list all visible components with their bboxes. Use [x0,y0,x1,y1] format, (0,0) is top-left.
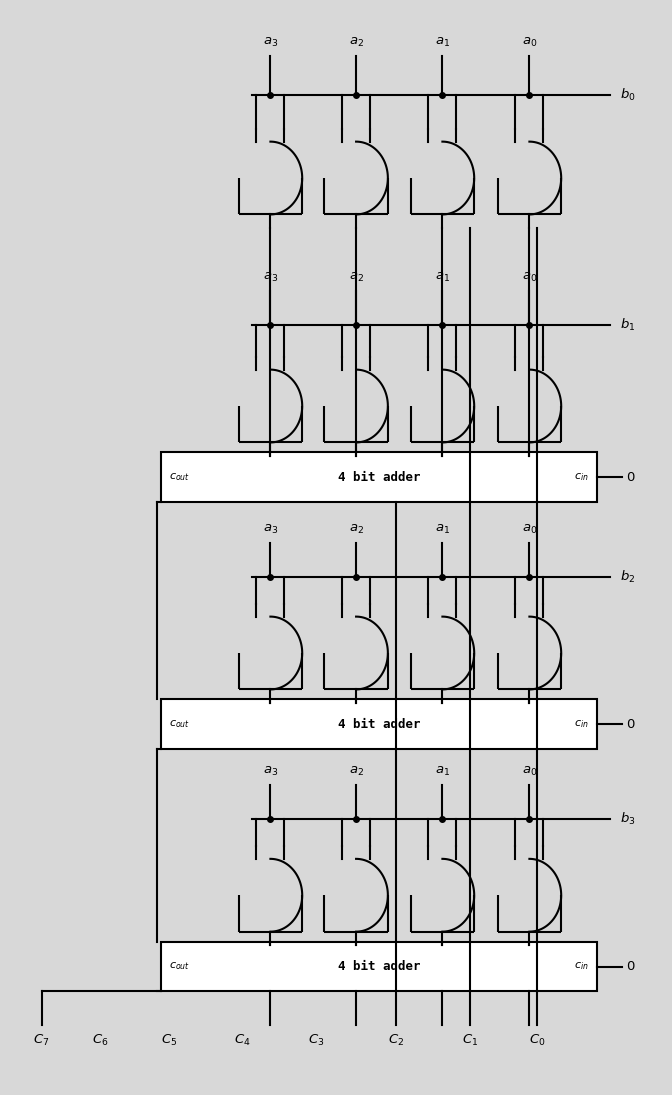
Text: $b_3$: $b_3$ [620,811,636,828]
Text: 4 bit adder: 4 bit adder [337,717,420,730]
Text: $a_0$: $a_0$ [521,522,537,535]
Bar [161,452,597,503]
Text: $a_3$: $a_3$ [263,35,278,48]
Text: $b_1$: $b_1$ [620,318,636,333]
Bar [161,942,597,991]
Text: $a_0$: $a_0$ [521,35,537,48]
Text: $a_1$: $a_1$ [435,272,450,285]
Text: $c_{in}$: $c_{in}$ [575,718,589,730]
Text: $a_1$: $a_1$ [435,765,450,779]
Text: $a_2$: $a_2$ [349,522,364,535]
Text: $c_{in}$: $c_{in}$ [575,471,589,483]
Text: $b_2$: $b_2$ [620,569,636,585]
Text: $a_0$: $a_0$ [521,765,537,779]
Text: $b_0$: $b_0$ [620,88,636,103]
Text: $c_{out}$: $c_{out}$ [169,471,190,483]
Text: $a_2$: $a_2$ [349,35,364,48]
Text: $a_3$: $a_3$ [263,765,278,779]
Text: $C_6$: $C_6$ [92,1033,109,1048]
Text: $C_2$: $C_2$ [388,1033,405,1048]
Bar [161,700,597,749]
Text: 0: 0 [626,717,634,730]
Text: $a_0$: $a_0$ [521,272,537,285]
Text: $a_3$: $a_3$ [263,272,278,285]
Text: $a_2$: $a_2$ [349,272,364,285]
Text: $C_5$: $C_5$ [161,1033,177,1048]
Text: $a_1$: $a_1$ [435,35,450,48]
Text: 4 bit adder: 4 bit adder [337,960,420,973]
Text: $a_3$: $a_3$ [263,522,278,535]
Text: 0: 0 [626,960,634,973]
Text: $C_3$: $C_3$ [308,1033,324,1048]
Text: $a_2$: $a_2$ [349,765,364,779]
Text: $C_4$: $C_4$ [234,1033,251,1048]
Text: $C_7$: $C_7$ [34,1033,50,1048]
Text: $C_1$: $C_1$ [462,1033,478,1048]
Text: 0: 0 [626,471,634,484]
Text: 4 bit adder: 4 bit adder [337,471,420,484]
Text: $c_{in}$: $c_{in}$ [575,960,589,972]
Text: $c_{out}$: $c_{out}$ [169,960,190,972]
Text: $c_{out}$: $c_{out}$ [169,718,190,730]
Text: $a_1$: $a_1$ [435,522,450,535]
Text: $C_0$: $C_0$ [528,1033,545,1048]
